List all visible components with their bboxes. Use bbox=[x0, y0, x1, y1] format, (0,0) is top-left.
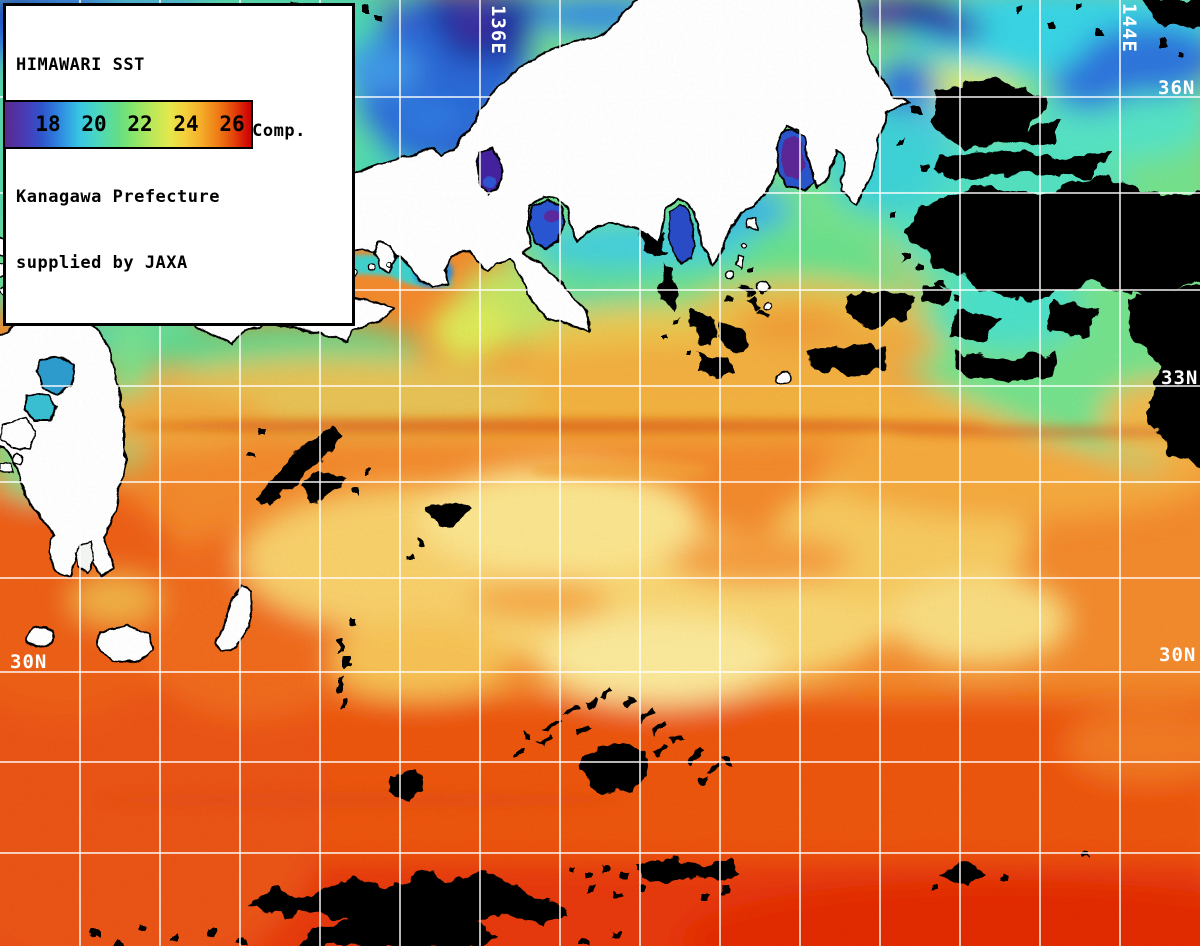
latitude-label-36N: 36N bbox=[1158, 77, 1196, 99]
colorbar-tick-24: 24 bbox=[173, 111, 199, 136]
colorbar-tick-26: 26 bbox=[219, 111, 245, 136]
product-title: HIMAWARI SST bbox=[16, 55, 145, 75]
longitude-label-144E: 144E bbox=[1118, 3, 1140, 53]
title-box: HIMAWARI SST 2025/11/15 04(UTC) 3H Comp.… bbox=[3, 3, 355, 326]
temperature-colorbar: 18 20 22 24 26 bbox=[3, 100, 253, 149]
latitude-label-30N: 30N bbox=[10, 651, 48, 673]
credit-line: supplied by JAXA bbox=[16, 253, 188, 273]
colorbar-tick-20: 20 bbox=[81, 111, 107, 136]
latitude-label-30N: 30N bbox=[1159, 644, 1197, 666]
colorbar-tick-22: 22 bbox=[127, 111, 153, 136]
colorbar-tick-18: 18 bbox=[35, 111, 61, 136]
region-line: Kanagawa Prefecture bbox=[16, 187, 220, 207]
longitude-label-136E: 136E bbox=[487, 5, 509, 55]
latitude-label-33N: 33N bbox=[1161, 367, 1199, 389]
